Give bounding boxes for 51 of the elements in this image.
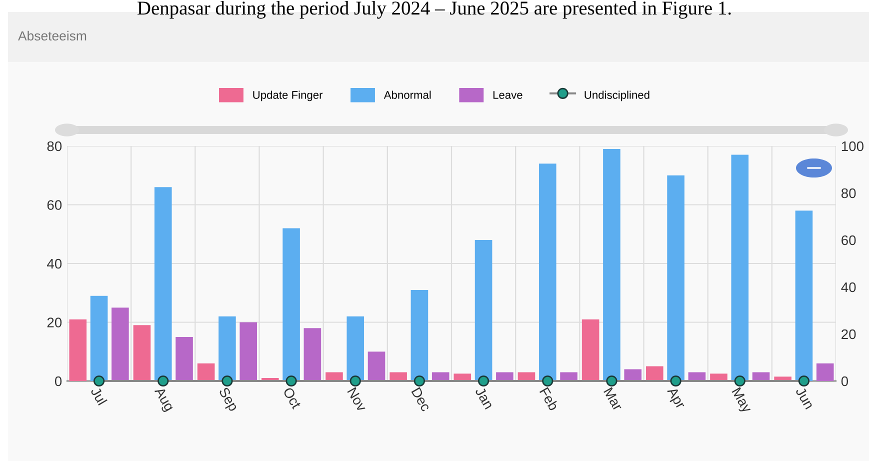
y2-tick-label: 40 xyxy=(841,282,856,292)
y-tick-label: 0 xyxy=(54,376,62,386)
y2-tick-label: 0 xyxy=(841,376,848,386)
bar xyxy=(218,316,236,381)
bar xyxy=(646,366,664,381)
bar xyxy=(154,187,172,381)
x-tick-label: Aug xyxy=(152,386,175,413)
y-tick-label: 40 xyxy=(47,258,62,269)
x-tick-label: Nov xyxy=(347,387,368,412)
bar xyxy=(410,290,428,381)
bar xyxy=(282,228,300,381)
legend-label: Update Finger xyxy=(253,90,323,102)
y-tick-label: 20 xyxy=(47,318,62,328)
bar xyxy=(346,316,364,381)
bar xyxy=(795,210,813,381)
bar xyxy=(368,352,386,381)
bar xyxy=(69,319,87,381)
bar xyxy=(240,322,258,381)
x-tick-label: Oct xyxy=(282,386,302,410)
bar xyxy=(176,336,193,381)
y-tick-label: 60 xyxy=(47,200,62,210)
legend-label: Abnormal xyxy=(384,90,431,99)
y2-tick-label: 100 xyxy=(842,141,864,152)
bar xyxy=(624,369,642,381)
bar xyxy=(197,363,215,381)
legend-label: Leave xyxy=(493,91,522,99)
bar xyxy=(667,175,684,381)
x-tick-label: Apr xyxy=(664,386,686,411)
chart-title: Abseteeism xyxy=(18,30,86,41)
x-tick-label: Feb xyxy=(539,386,560,412)
y2-tick-label: 80 xyxy=(841,188,856,198)
x-tick-label: Mar xyxy=(603,387,624,412)
bar xyxy=(112,308,129,381)
x-tick-label: Sep xyxy=(216,386,239,414)
x-tick-label: Jun xyxy=(795,386,814,410)
x-tick-label: Jan xyxy=(474,386,494,410)
text: Denpasar during the period July 2024 – June 2025 are presented in Figure 1. xyxy=(138,1,731,19)
bar xyxy=(304,328,322,381)
y2-tick-label: 60 xyxy=(842,235,856,246)
bar xyxy=(603,148,620,381)
bar xyxy=(538,164,556,381)
y2-tick-label: 20 xyxy=(842,329,856,340)
bar xyxy=(582,319,600,381)
legend-label: Undisciplined xyxy=(584,90,650,102)
x-tick-label: Jul xyxy=(90,386,108,406)
bar xyxy=(731,154,749,381)
bar xyxy=(133,325,151,381)
bar xyxy=(474,240,492,381)
bar xyxy=(816,363,834,381)
y-tick-label: 80 xyxy=(47,141,62,152)
bar xyxy=(90,296,108,381)
